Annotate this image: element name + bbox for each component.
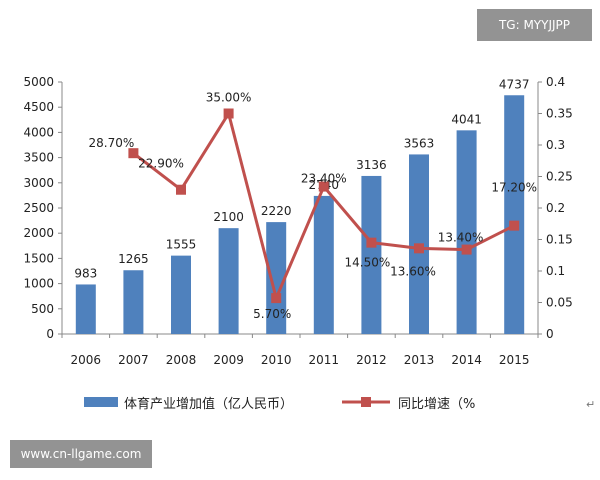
y-right-tick-label: 0.4	[546, 75, 565, 89]
bar	[218, 228, 239, 334]
y-left-tick-label: 2000	[23, 226, 54, 240]
y-right-tick-label: 0.1	[546, 264, 565, 278]
growth-value-label: 13.60%	[390, 264, 436, 278]
y-left-tick-label: 3000	[23, 176, 54, 190]
legend-marker	[361, 397, 371, 407]
watermark-bottom-left: www.cn-llgame.com	[10, 440, 152, 468]
bar-value-label: 1265	[118, 252, 149, 266]
growth-point	[176, 184, 186, 195]
y-left-tick-label: 4000	[23, 125, 54, 139]
y-right-tick-label: 0.25	[546, 170, 573, 184]
growth-point	[414, 243, 424, 254]
bar	[456, 130, 477, 334]
growth-point	[366, 237, 377, 248]
x-tick-label: 2015	[499, 353, 530, 367]
bar	[504, 95, 525, 334]
y-right-tick-label: 0.05	[546, 296, 573, 310]
y-right-tick-label: 0.35	[546, 107, 573, 121]
growth-value-label: 28.70%	[89, 136, 135, 150]
x-tick-label: 2006	[71, 353, 102, 367]
bar	[313, 195, 334, 334]
y-right-tick-label: 0.15	[546, 233, 573, 247]
y-left-tick-label: 2500	[23, 201, 54, 215]
bar	[75, 284, 96, 334]
watermark-top-right: TG: MYYJJPP	[477, 9, 592, 41]
bar	[361, 175, 382, 334]
growth-point	[271, 293, 282, 304]
growth-value-label: 17.20%	[491, 181, 537, 195]
y-left-tick-label: 500	[31, 302, 54, 316]
bar-value-label: 3563	[404, 136, 435, 150]
growth-value-label: 35.00%	[206, 91, 252, 105]
x-tick-label: 2012	[356, 353, 387, 367]
bar	[123, 270, 144, 334]
bar	[266, 222, 287, 334]
y-left-tick-label: 3500	[23, 151, 54, 165]
growth-point	[128, 148, 139, 159]
x-tick-label: 2011	[309, 353, 340, 367]
growth-value-label: 23.40%	[301, 172, 347, 186]
growth-point	[461, 244, 472, 255]
y-right-tick-label: 0	[546, 327, 554, 341]
y-left-tick-label: 1500	[23, 251, 54, 265]
y-left-tick-label: 1000	[23, 277, 54, 291]
x-tick-label: 2014	[451, 353, 482, 367]
x-tick-label: 2008	[166, 353, 197, 367]
y-left-tick-label: 0	[46, 327, 54, 341]
bar-value-label: 1555	[166, 238, 197, 252]
growth-value-label: 13.40%	[438, 231, 484, 245]
y-left-tick-label: 5000	[23, 75, 54, 89]
growth-point	[318, 181, 329, 192]
x-tick-label: 2013	[404, 353, 435, 367]
legend-swatch-bars	[84, 397, 118, 407]
growth-point	[509, 220, 520, 231]
bar-value-label: 3136	[356, 158, 387, 172]
growth-value-label: 14.50%	[345, 256, 391, 270]
legend-label-bars: 体育产业增加值（亿人民币）	[124, 396, 293, 412]
x-tick-label: 2010	[261, 353, 292, 367]
x-tick-label: 2007	[118, 353, 149, 367]
legend-label-line: 同比增速（%	[398, 397, 475, 412]
y-left-tick-label: 4500	[23, 100, 54, 114]
bar-value-label: 4737	[499, 77, 530, 91]
corner-mark: ↵	[586, 398, 596, 411]
growth-value-label: 5.70%	[253, 307, 291, 321]
growth-point	[223, 108, 234, 119]
bar-value-label: 983	[74, 266, 97, 280]
growth-value-label: 22.90%	[138, 157, 184, 171]
y-right-tick-label: 0.3	[546, 138, 565, 152]
bar-value-label: 4041	[451, 112, 482, 126]
bar	[171, 255, 191, 334]
bar-value-label: 2100	[213, 210, 244, 224]
x-tick-label: 2009	[213, 353, 244, 367]
bar-value-label: 2220	[261, 204, 292, 218]
y-right-tick-label: 0.2	[546, 201, 565, 215]
